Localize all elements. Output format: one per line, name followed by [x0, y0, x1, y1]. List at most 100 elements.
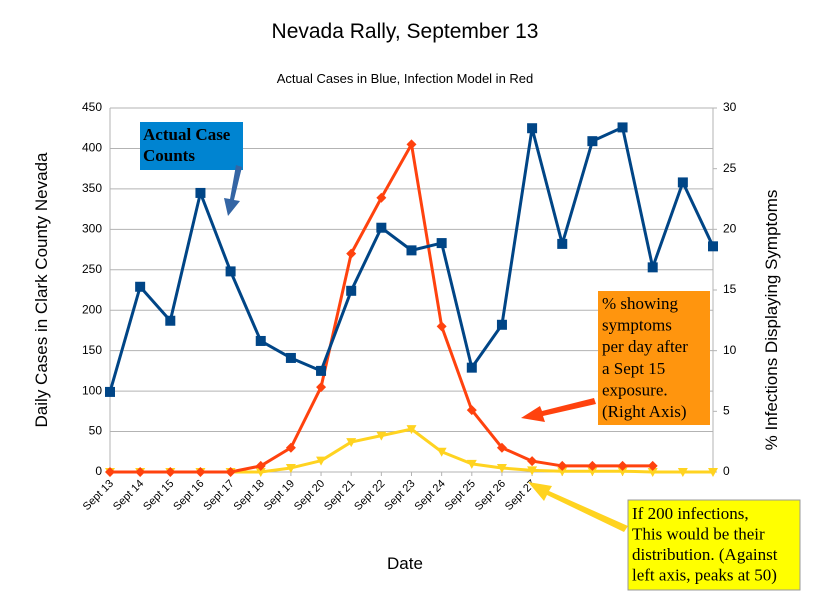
annotation-line: This would be their [632, 525, 765, 544]
marker [135, 467, 146, 477]
annotation-line: Actual Case [143, 125, 231, 144]
marker [496, 319, 507, 330]
marker [255, 468, 266, 477]
y-tick-label: 250 [82, 262, 102, 276]
marker [436, 447, 447, 457]
marker [466, 459, 477, 469]
marker [346, 285, 357, 296]
marker [105, 386, 115, 397]
marker [135, 281, 146, 292]
marker [406, 425, 417, 435]
annotation: Actual Case Counts [143, 125, 231, 165]
marker [587, 467, 598, 477]
annotation-line: If 200 infections, [632, 504, 749, 523]
marker [436, 238, 447, 249]
annotation-arrow [224, 165, 242, 216]
marker [708, 241, 718, 252]
y2-tick-label: 15 [723, 282, 737, 296]
marker [557, 467, 568, 477]
marker [255, 460, 266, 471]
marker [255, 335, 266, 346]
chart-title: Nevada Rally, September 13 [272, 20, 539, 43]
y-tick-label: 400 [82, 141, 102, 155]
marker [677, 177, 688, 188]
y-tick-label: 0 [95, 464, 102, 478]
marker [677, 468, 688, 477]
annotation: If 200 infections, This would be their dis… [632, 504, 778, 585]
marker [617, 122, 628, 133]
marker [376, 222, 387, 233]
annotation-box [598, 291, 710, 425]
y-tick-label: 200 [82, 302, 102, 316]
marker [647, 460, 658, 471]
annotation-line: distribution. (Against [632, 545, 778, 564]
y2-tick-label: 0 [723, 464, 730, 478]
annotation-line: symptoms [602, 316, 672, 335]
marker [376, 431, 387, 441]
annotation-line: exposure. [602, 380, 668, 399]
marker [406, 139, 417, 150]
annotation-line: % showing [602, 294, 679, 313]
marker [527, 123, 538, 134]
y2-tick-label: 10 [723, 343, 737, 357]
marker [346, 438, 357, 448]
annotation-arrow [528, 482, 628, 532]
marker [316, 382, 327, 393]
y-tick-label: 350 [82, 181, 102, 195]
marker [557, 238, 568, 249]
marker [587, 460, 598, 471]
annotation: % showing symptoms per day after a Sept 15 e… [602, 294, 688, 421]
marker [647, 262, 658, 273]
y2-tick-label: 30 [723, 100, 737, 114]
y-axis-label: Daily Cases in Clark County Nevada [32, 152, 51, 427]
y-tick-label: 150 [82, 343, 102, 357]
annotation-arrow [521, 398, 596, 422]
marker [285, 442, 296, 453]
marker [195, 467, 206, 477]
marker [436, 321, 447, 332]
marker [165, 315, 176, 326]
annotation-line: left axis, peaks at 50) [632, 566, 777, 585]
y-tick-label: 300 [82, 222, 102, 236]
marker [708, 468, 718, 477]
y2-axis-label: % Infections Displaying Symptoms [762, 190, 781, 451]
annotation-line: (Right Axis) [602, 402, 687, 421]
marker [316, 456, 327, 466]
marker [285, 352, 296, 363]
y2-tick-label: 25 [723, 161, 737, 175]
marker [647, 468, 658, 477]
y-tick-label: 450 [82, 100, 102, 114]
marker [195, 187, 206, 198]
marker [466, 405, 477, 416]
annotation-line: Counts [143, 146, 195, 165]
marker [285, 463, 296, 473]
annotation-box [140, 122, 243, 170]
marker [496, 442, 507, 453]
marker [617, 467, 628, 477]
marker [225, 266, 236, 277]
marker [617, 460, 628, 471]
chart-subtitle: Actual Cases in Blue, Infection Model in… [277, 71, 534, 86]
annotation-line: per day after [602, 337, 688, 356]
marker [557, 460, 568, 471]
y-tick-label: 50 [89, 424, 103, 438]
marker [316, 365, 327, 376]
marker [496, 463, 507, 473]
marker [406, 245, 417, 256]
marker [225, 467, 236, 477]
y2-tick-label: 20 [723, 222, 737, 236]
marker [527, 466, 538, 476]
y2-tick-label: 5 [723, 404, 730, 418]
marker [527, 456, 538, 467]
x-axis-label: Date [387, 554, 423, 573]
marker [376, 192, 387, 203]
y-tick-label: 100 [82, 383, 102, 397]
marker [105, 467, 115, 477]
annotation-line: a Sept 15 [602, 359, 665, 378]
marker [346, 248, 357, 259]
marker [165, 467, 176, 477]
marker [466, 362, 477, 373]
marker [587, 136, 598, 147]
annotation-box [627, 499, 801, 591]
